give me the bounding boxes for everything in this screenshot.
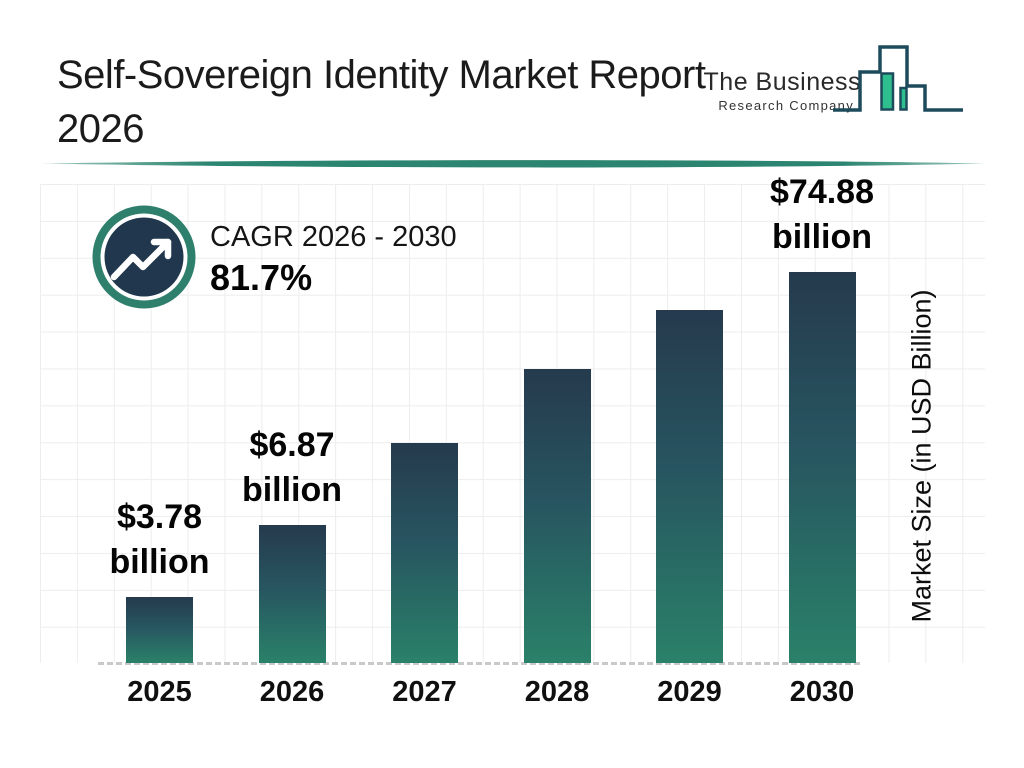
x-axis-label-2027: 2027	[392, 676, 457, 708]
bar-chart-plot-area: $3.78 billion $6.87 billion $74.88 billion	[40, 173, 985, 665]
trending-up-icon	[92, 205, 196, 309]
bar-2026	[258, 525, 326, 663]
bar-2029	[656, 310, 723, 663]
x-axis-label-2030: 2030	[789, 676, 855, 708]
logo-subname: Research Company	[718, 98, 854, 113]
bar-value-label-line: billion	[241, 471, 343, 509]
x-axis-labels: 2025 2026 2027 2028 2029 2030	[40, 676, 985, 716]
bar-value-label-line: billion	[109, 543, 210, 581]
x-axis-baseline	[98, 662, 860, 665]
bar-value-label-line: $74.88	[770, 173, 874, 211]
bar-2028	[523, 369, 591, 663]
x-axis-label-2028: 2028	[524, 676, 590, 708]
bar-value-label-line: billion	[771, 218, 873, 256]
logo-bars-icon	[833, 45, 963, 112]
page-title-line1: Self-Sovereign Identity Market Report	[57, 53, 706, 97]
page-title: Self-Sovereign Identity Market Report 20…	[57, 48, 706, 156]
cagr-label: CAGR 2026 - 2030	[210, 221, 457, 253]
bar-value-label-2025: $3.78 billion	[50, 495, 270, 585]
page-title-line2: 2026	[57, 107, 144, 151]
logo-name: The Business	[703, 68, 861, 96]
bar-2030	[788, 272, 856, 663]
x-axis-label-2025: 2025	[127, 676, 192, 708]
cagr-value: 81.7%	[210, 257, 313, 298]
x-axis-label-2029: 2029	[657, 676, 722, 708]
y-axis-label: Market Size (in USD Billion)	[906, 289, 937, 623]
bar-value-label-2026: $6.87 billion	[182, 423, 402, 513]
bar-2025	[126, 597, 193, 663]
bar-value-label-2030: $74.88 billion	[712, 170, 932, 260]
cagr-callout: CAGR 2026 - 2030 81.7%	[210, 218, 457, 300]
bar-2027	[391, 443, 458, 663]
bar-value-label-line: $6.87	[249, 426, 335, 464]
x-axis-label-2026: 2026	[259, 676, 325, 708]
company-logo: The Business Research Company	[704, 0, 1024, 130]
bar-value-label-line: $3.78	[116, 498, 203, 536]
header-divider	[40, 160, 985, 168]
